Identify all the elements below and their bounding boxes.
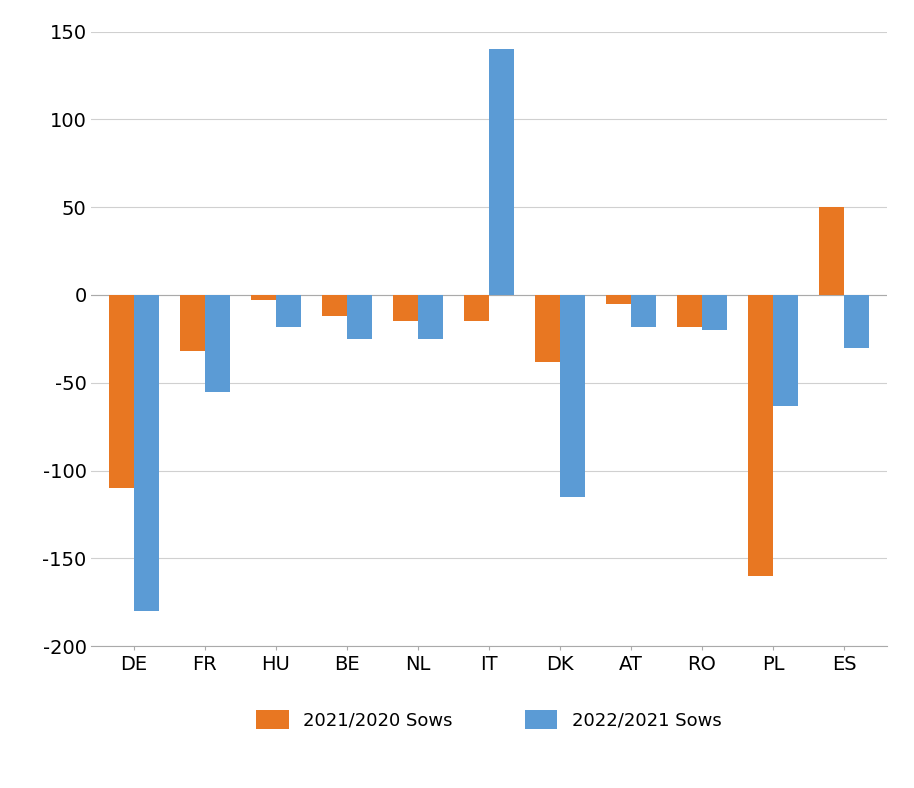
Bar — [819, 207, 844, 295]
Bar — [418, 295, 443, 339]
Bar — [844, 295, 869, 348]
Bar — [205, 295, 229, 392]
Bar — [631, 295, 656, 326]
Bar — [560, 295, 585, 497]
Bar — [773, 295, 798, 406]
Bar — [489, 49, 514, 295]
Bar — [677, 295, 702, 326]
Bar — [322, 295, 347, 316]
Bar — [702, 295, 727, 330]
Bar — [109, 295, 134, 488]
Bar — [749, 295, 773, 576]
Bar — [464, 295, 489, 322]
Bar — [606, 295, 631, 303]
Legend: 2021/2020 Sows, 2022/2021 Sows: 2021/2020 Sows, 2022/2021 Sows — [248, 701, 730, 738]
Bar — [393, 295, 418, 322]
Bar — [180, 295, 205, 351]
Bar — [535, 295, 560, 362]
Bar — [347, 295, 372, 339]
Bar — [251, 295, 276, 300]
Bar — [134, 295, 159, 611]
Bar — [276, 295, 301, 326]
